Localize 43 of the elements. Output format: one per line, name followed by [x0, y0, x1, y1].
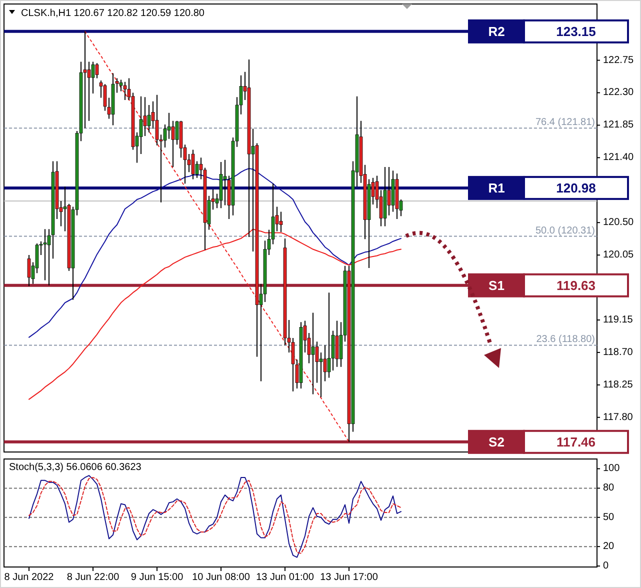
x-tick-label: 8 Jun 2022 [4, 572, 54, 583]
x-tick-label: 10 Jun 08:00 [192, 572, 250, 583]
x-tick-label: 13 Jun 17:00 [320, 572, 378, 583]
candlestick [27, 254, 31, 287]
ref-line-label: S1 [488, 278, 504, 293]
candlestick [311, 312, 315, 395]
y-tick-label: 50 [603, 512, 615, 523]
ref-line-label: R1 [488, 180, 505, 196]
x-tick-label: 8 Jun 22:00 [66, 572, 120, 583]
chart-title: Stoch(5,3,3) 56.0606 60.3623 [9, 462, 142, 473]
ref-line-label: 76.4 (121.81) [536, 117, 595, 128]
annotation: 119.63 [556, 278, 596, 293]
y-tick-label: 121.40 [603, 152, 634, 164]
y-tick-label: 119.15 [603, 314, 634, 326]
y-tick-label: 120.05 [603, 250, 634, 261]
ref-line-label: R2 [488, 24, 505, 39]
y-tick-label: 118.70 [603, 346, 634, 358]
chart-title: CLSK.h,H1 120.67 120.82 120.59 120.80 [21, 8, 205, 19]
candlestick [335, 320, 339, 368]
y-tick-label: 122.30 [603, 87, 634, 98]
annotation: 117.46 [556, 434, 596, 450]
y-tick-label: 118.25 [603, 379, 634, 390]
annotation: 123.15 [556, 24, 596, 39]
candlestick [387, 166, 391, 216]
ref-line-label: 23.6 (118.80) [536, 334, 595, 346]
y-tick-label: 100 [603, 463, 620, 474]
y-tick-label: 121.85 [603, 120, 634, 131]
x-tick-label: 13 Jun 01:00 [256, 572, 314, 583]
candlestick [191, 149, 195, 180]
candlestick [95, 62, 99, 79]
ref-line-label: S2 [488, 434, 504, 450]
y-tick-label: 117.80 [603, 412, 634, 423]
y-tick-label: 80 [603, 482, 615, 494]
x-tick-label: 9 Jun 15:00 [130, 572, 184, 583]
y-tick-label: 0 [603, 560, 609, 572]
y-tick-label: 120.50 [603, 217, 634, 228]
annotation: 120.98 [556, 180, 596, 196]
candlestick [327, 292, 331, 378]
candlestick [43, 228, 47, 281]
y-tick-label: 122.75 [603, 54, 634, 66]
ref-line-label: 50.0 (120.31) [536, 225, 595, 236]
candlestick [123, 81, 127, 100]
y-tick-label: 20 [603, 541, 615, 552]
